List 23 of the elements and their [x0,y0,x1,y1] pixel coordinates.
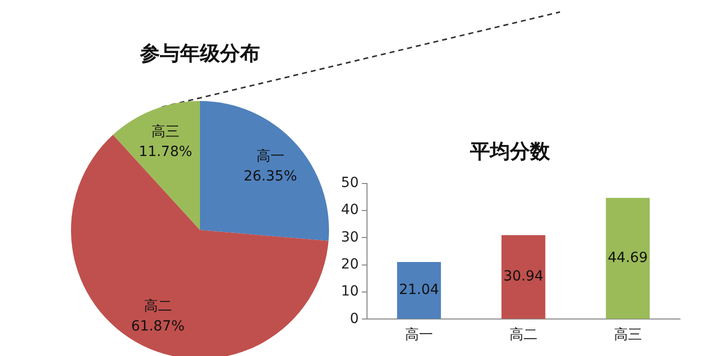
bar [397,262,441,319]
data-label: 44.69 [608,250,648,266]
chart-title: 参与年级分布 [140,40,260,67]
slice-label: 高三 [151,124,180,140]
slice-label: 高二 [144,298,172,315]
x-tick-label: 高一 [405,327,434,344]
bar [606,198,650,319]
chart-title: 平均分数 [470,138,550,165]
bar [501,235,546,319]
y-tick-label: 40 [340,202,359,218]
data-label: 11.78% [138,144,192,160]
data-label: 26.35% [244,168,297,184]
y-tick-label: 30 [340,229,359,246]
data-label: 30.94 [503,268,544,285]
x-tick-label: 高三 [614,327,642,344]
y-tick-label: 20 [340,256,359,273]
x-tick-label: 高二 [509,327,538,344]
y-tick-label: 50 [340,175,359,192]
data-label: 61.87% [131,318,185,335]
y-tick-label: 10 [340,284,359,300]
data-label: 21.04 [398,282,440,298]
y-tick-label: 0 [350,310,359,327]
slice-label: 高一 [256,148,284,164]
